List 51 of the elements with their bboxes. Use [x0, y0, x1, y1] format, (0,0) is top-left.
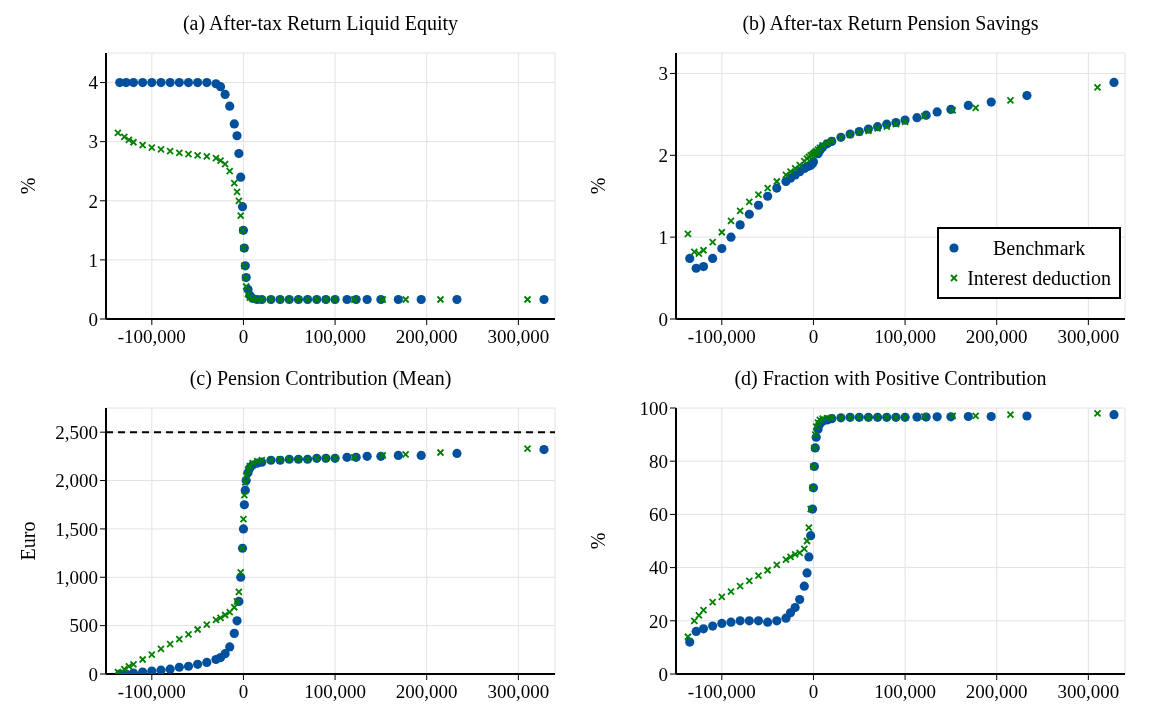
chart-title: (d) Fraction with Positive Contribution — [733, 366, 1048, 392]
y-tick-label: 100 — [639, 397, 668, 419]
x-tick-label: 100,000 — [304, 326, 366, 347]
chart-title: (c) Pension Contribution (Mean) — [188, 366, 453, 392]
y-tick-label: 40 — [649, 557, 668, 579]
y-tick-label: 0 — [88, 308, 98, 330]
x-tick-label: 300,000 — [487, 326, 550, 347]
legend-label: Benchmark — [992, 236, 1087, 261]
y-tick-label: 2,500 — [55, 421, 98, 443]
x-tick-label: 100,000 — [874, 681, 936, 702]
x-tick-label: -100,000 — [117, 326, 186, 347]
y-tick-label: 1 — [658, 226, 668, 248]
x-tick-label: 100,000 — [304, 681, 366, 702]
y-tick-label: 3 — [658, 63, 668, 85]
x-tick-label: -100,000 — [117, 681, 186, 702]
y-axis-title: % — [587, 177, 610, 195]
x-tick-label: 200,000 — [395, 326, 458, 347]
y-tick-label: 3 — [88, 131, 98, 153]
y-tick-label: 4 — [88, 72, 99, 94]
x-tick-label: 100,000 — [874, 326, 936, 347]
y-tick-label: 0 — [658, 308, 668, 330]
y-tick-label: 80 — [649, 450, 668, 472]
y-tick-label: 500 — [69, 615, 98, 637]
y-tick-label: 1,500 — [55, 518, 98, 540]
y-tick-label: 0 — [658, 663, 668, 685]
legend-label: Interest deduction — [967, 266, 1111, 291]
x-tick-label: 0 — [808, 326, 819, 347]
x-tick-label: 300,000 — [487, 681, 550, 702]
x-tick-label: 200,000 — [965, 681, 1028, 702]
y-tick-label: 60 — [649, 504, 668, 526]
x-tick-label: 200,000 — [395, 681, 458, 702]
x-tick-label: 300,000 — [1057, 681, 1120, 702]
x-tick-label: -100,000 — [687, 681, 756, 702]
x-tick-label: 0 — [238, 681, 249, 702]
y-tick-label: 20 — [649, 610, 668, 632]
y-tick-label: 2,000 — [55, 470, 98, 492]
x-tick-label: -100,000 — [687, 326, 756, 347]
y-tick-label: 1,000 — [55, 567, 98, 589]
chart-title: (a) After-tax Return Liquid Equity — [181, 11, 460, 37]
x-tick-label: 200,000 — [965, 326, 1028, 347]
y-tick-label: 1 — [88, 249, 98, 271]
x-tick-label: 0 — [238, 326, 249, 347]
y-axis-title: % — [587, 532, 610, 550]
y-axis-title: Euro — [17, 521, 40, 561]
chart-title: (b) After-tax Return Pension Savings — [741, 11, 1040, 37]
x-tick-label: 0 — [808, 681, 819, 702]
y-tick-label: 2 — [658, 145, 668, 167]
y-tick-label: 0 — [88, 663, 98, 685]
x-tick-label: 300,000 — [1057, 326, 1120, 347]
y-tick-label: 2 — [88, 190, 98, 212]
y-axis-title: % — [17, 177, 40, 195]
